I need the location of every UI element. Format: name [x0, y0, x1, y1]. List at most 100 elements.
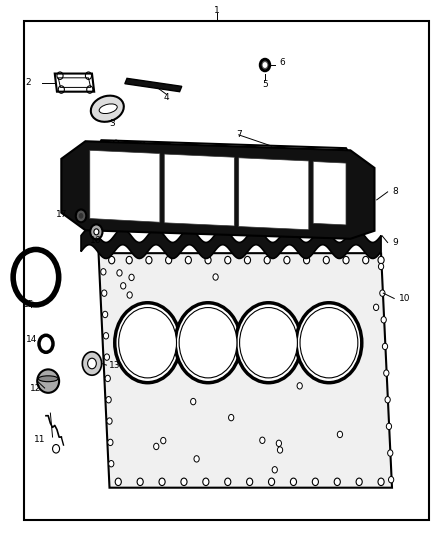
Circle shape [382, 343, 388, 350]
Polygon shape [239, 158, 309, 230]
Circle shape [378, 256, 384, 264]
Text: 10: 10 [399, 294, 410, 303]
Circle shape [109, 461, 114, 467]
Circle shape [102, 290, 107, 296]
Text: 7: 7 [236, 131, 242, 139]
Circle shape [154, 443, 159, 450]
Circle shape [297, 383, 302, 389]
Circle shape [296, 303, 362, 383]
Circle shape [260, 437, 265, 443]
Circle shape [90, 224, 102, 239]
Text: 3: 3 [109, 119, 115, 128]
Circle shape [334, 478, 340, 486]
Text: 14: 14 [26, 335, 37, 344]
Circle shape [384, 370, 389, 376]
Circle shape [323, 256, 329, 264]
Circle shape [264, 256, 270, 264]
Text: 8: 8 [392, 188, 398, 196]
Circle shape [386, 423, 392, 430]
Circle shape [378, 263, 384, 270]
Text: 4: 4 [164, 93, 169, 101]
Text: 15: 15 [23, 301, 34, 309]
Text: 11: 11 [34, 435, 45, 444]
Circle shape [388, 450, 393, 456]
Polygon shape [164, 154, 234, 226]
Polygon shape [81, 229, 381, 259]
Circle shape [277, 447, 283, 453]
Circle shape [104, 354, 110, 360]
Circle shape [203, 478, 209, 486]
Circle shape [300, 308, 358, 378]
Circle shape [236, 303, 301, 383]
Circle shape [225, 478, 231, 486]
Text: 1: 1 [214, 6, 220, 15]
Polygon shape [99, 253, 392, 488]
Circle shape [103, 333, 109, 339]
Circle shape [225, 256, 231, 264]
Polygon shape [61, 141, 374, 239]
Circle shape [107, 418, 112, 424]
Circle shape [179, 308, 237, 378]
Text: 5: 5 [262, 80, 268, 88]
Circle shape [175, 303, 241, 383]
Circle shape [194, 456, 199, 462]
Circle shape [185, 256, 191, 264]
Ellipse shape [39, 376, 58, 382]
Circle shape [126, 256, 132, 264]
Circle shape [356, 478, 362, 486]
Circle shape [343, 256, 349, 264]
Circle shape [88, 358, 96, 369]
Ellipse shape [37, 369, 59, 393]
Circle shape [244, 256, 251, 264]
Circle shape [380, 290, 385, 296]
Circle shape [127, 292, 132, 298]
Ellipse shape [99, 104, 117, 114]
Circle shape [385, 397, 390, 403]
Circle shape [120, 282, 126, 289]
Circle shape [117, 270, 122, 276]
Circle shape [284, 256, 290, 264]
Polygon shape [125, 78, 182, 92]
Circle shape [166, 256, 172, 264]
Circle shape [115, 303, 180, 383]
Circle shape [101, 269, 106, 275]
Circle shape [94, 229, 99, 235]
Circle shape [181, 478, 187, 486]
Circle shape [129, 274, 134, 280]
Circle shape [102, 311, 108, 318]
Circle shape [161, 438, 166, 444]
Circle shape [290, 478, 297, 486]
Circle shape [191, 398, 196, 405]
Circle shape [381, 317, 386, 323]
Polygon shape [101, 140, 357, 165]
Circle shape [105, 375, 110, 382]
Circle shape [115, 478, 121, 486]
Text: 16: 16 [90, 237, 101, 245]
Circle shape [119, 308, 177, 378]
Text: 17: 17 [57, 210, 68, 219]
Text: 6: 6 [279, 59, 285, 67]
Circle shape [276, 440, 282, 447]
Circle shape [229, 415, 234, 421]
Circle shape [76, 209, 86, 222]
Circle shape [240, 308, 297, 378]
Circle shape [108, 439, 113, 446]
Circle shape [82, 352, 102, 375]
Circle shape [109, 256, 115, 264]
Circle shape [137, 478, 143, 486]
Circle shape [159, 478, 165, 486]
Polygon shape [55, 74, 94, 92]
Text: 13: 13 [109, 361, 120, 369]
Text: 2: 2 [26, 78, 31, 87]
Circle shape [272, 466, 277, 473]
Polygon shape [90, 150, 160, 222]
Text: 9: 9 [392, 238, 398, 247]
Circle shape [260, 59, 270, 71]
Circle shape [79, 213, 83, 219]
Circle shape [363, 256, 369, 264]
Circle shape [268, 478, 275, 486]
Polygon shape [313, 161, 346, 225]
Ellipse shape [91, 95, 124, 122]
Circle shape [389, 477, 394, 483]
Circle shape [337, 431, 343, 438]
